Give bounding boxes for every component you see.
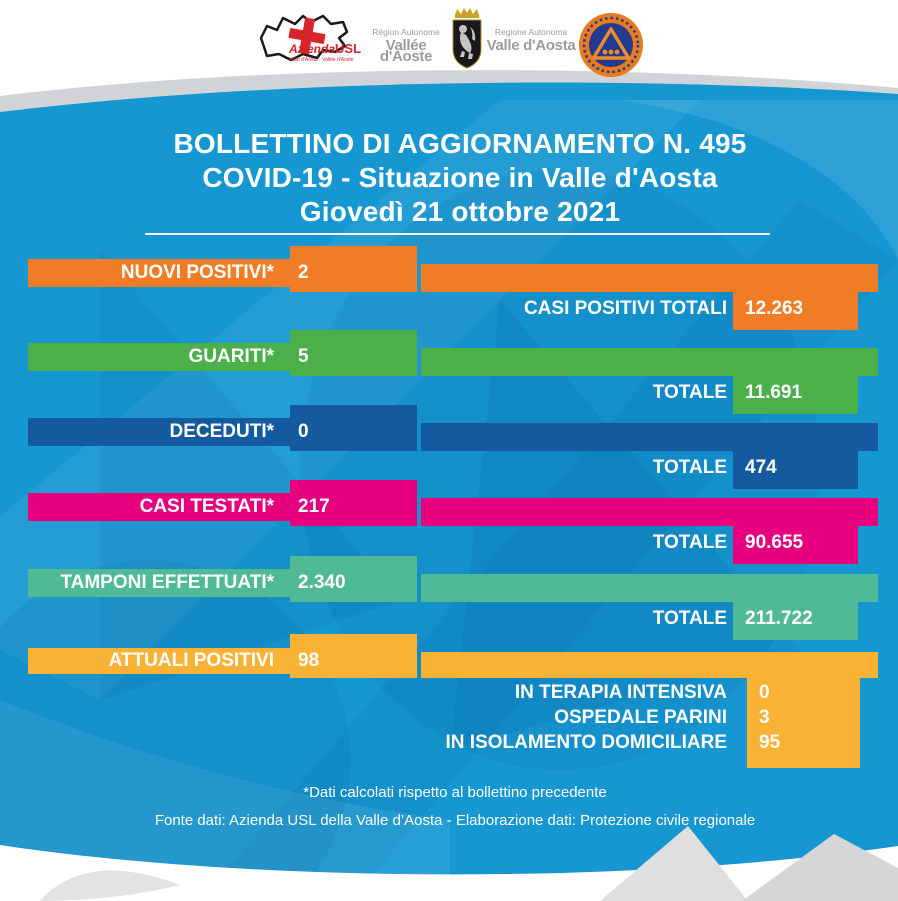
total-value: 474 [745, 457, 777, 478]
usl-name-script: Azienda [289, 42, 336, 56]
total-line: TOTALE 11.691 [0, 372, 898, 414]
total-label: CASI POSITIVI TOTALI [523, 298, 727, 319]
total-value: 90.655 [745, 532, 804, 553]
stat-bar-right [421, 264, 878, 292]
stat-bar-right [421, 498, 878, 526]
total-line: TOTALE 211.722 [0, 598, 898, 640]
breakdown-label-terapia-intensiva: IN TERAPIA INTENSIVA [514, 682, 727, 703]
value-block [290, 330, 417, 376]
footnote: *Dati calcolati rispetto al bollettino p… [303, 784, 607, 801]
stat-bar-right [421, 652, 878, 678]
people-dots-icon [602, 49, 620, 55]
usl-subtext: Valle d'Aosta - Vallée d'Aoste [289, 57, 354, 63]
total-line: TOTALE 90.655 [0, 522, 898, 564]
usl-wordmark: AziendaUSL Valle d'Aosta - Vallée d'Aost… [289, 41, 362, 65]
logo-bar: AziendaUSL Valle d'Aosta - Vallée d'Aost… [0, 0, 898, 88]
stat-bar-left: CASI TESTATI* [28, 493, 290, 521]
total-value: 211.722 [745, 608, 813, 629]
stat-value: 0 [298, 421, 309, 442]
region-wordmark-fr: Région Autonome Vallée d'Aoste [360, 27, 452, 65]
title-line-3: Giovedì 21 ottobre 2021 [299, 196, 621, 227]
total-label: TOTALE [652, 457, 727, 478]
lion-rampant-icon [459, 25, 476, 59]
stat-label: CASI TESTATI* [139, 496, 274, 517]
title-line-2: COVID-19 - Situazione in Valle d'Aosta [202, 162, 718, 193]
breakdown-value-terapia-intensiva: 0 [759, 682, 770, 703]
total-line: TOTALE 474 [0, 447, 898, 489]
region-fr-bottom: Vallée d'Aoste [379, 37, 433, 65]
valle-daosta-crest-icon [450, 5, 484, 71]
bottom-swoosh-2 [742, 834, 898, 901]
total-value-box: 12.263 [733, 288, 858, 330]
stat-label: ATTUALI POSITIVI [108, 650, 274, 671]
stat-value: 98 [298, 650, 320, 671]
stat-bar-left: DECEDUTI* [28, 418, 290, 446]
breakdown-column [747, 675, 860, 768]
bulletin-title: BOLLETTINO DI AGGIORNAMENTO N. 495 COVID… [60, 127, 860, 229]
region-it-bottom: Valle d'Aosta [486, 37, 576, 54]
stat-value: 2.340 [298, 572, 346, 593]
red-cross-icon [288, 17, 326, 55]
bottom-swoosh-3 [40, 870, 180, 901]
breakdown-label-isolamento-domiciliare: IN ISOLAMENTO DOMICILIARE [445, 732, 727, 753]
total-label: TOTALE [652, 382, 727, 403]
stat-bar-right [421, 348, 878, 376]
stat-label: TAMPONI EFFETTUATI* [60, 572, 274, 593]
value-block [290, 556, 417, 602]
region-it-top: Regione Autonoma [494, 27, 568, 37]
stat-bar-left: GUARITI* [28, 343, 290, 371]
data-source: Fonte dati: Azienda USL della Valle d’Ao… [154, 812, 756, 829]
value-block [290, 480, 417, 526]
breakdown-label-ospedale-parini: OSPEDALE PARINI [554, 707, 727, 728]
total-value-box: 474 [733, 447, 858, 489]
stat-label: DECEDUTI* [169, 421, 274, 442]
region-wordmark-it: Regione Autonoma Valle d'Aosta [484, 27, 578, 54]
total-value-box: 11.691 [733, 372, 858, 414]
stat-bar-right [421, 574, 878, 602]
stat-label: NUOVI POSITIVI* [120, 262, 274, 283]
title-underline [145, 233, 770, 235]
breakdown-value-isolamento-domiciliare: 95 [759, 732, 781, 753]
total-value-box: 90.655 [733, 522, 858, 564]
bottom-swoosh-1 [600, 826, 748, 901]
total-label: TOTALE [652, 608, 727, 629]
total-value: 11.691 [745, 382, 803, 403]
stat-label: GUARITI* [188, 346, 275, 367]
stat-bar-left: TAMPONI EFFETTUATI* [28, 569, 290, 597]
breakdown-value-ospedale-parini: 3 [759, 707, 770, 728]
region-fr-top: Région Autonome [372, 27, 440, 37]
total-line: CASI POSITIVI TOTALI 12.263 [0, 288, 898, 330]
total-value: 12.263 [745, 298, 804, 319]
total-value-box: 211.722 [733, 598, 858, 640]
stat-bar-left: ATTUALI POSITIVI [28, 648, 290, 674]
value-block [290, 246, 417, 292]
stat-value: 2 [298, 262, 309, 283]
protezione-civile-logo [578, 12, 644, 78]
stat-bar-right [421, 423, 878, 451]
usl-name-bold: USL [335, 41, 362, 56]
azienda-usl-logo: AziendaUSL Valle d'Aosta - Vallée d'Aost… [253, 8, 361, 72]
stat-value: 217 [298, 496, 330, 517]
stat-bar-left: NUOVI POSITIVI* [28, 259, 290, 287]
stat-value: 5 [298, 346, 309, 367]
usl-map-icon [259, 14, 349, 62]
title-line-1: BOLLETTINO DI AGGIORNAMENTO N. 495 [173, 128, 747, 159]
value-block [290, 405, 417, 451]
triangle-icon [591, 27, 631, 60]
value-block [290, 634, 417, 678]
total-label: TOTALE [652, 532, 727, 553]
top-silver-swoosh [0, 70, 898, 112]
